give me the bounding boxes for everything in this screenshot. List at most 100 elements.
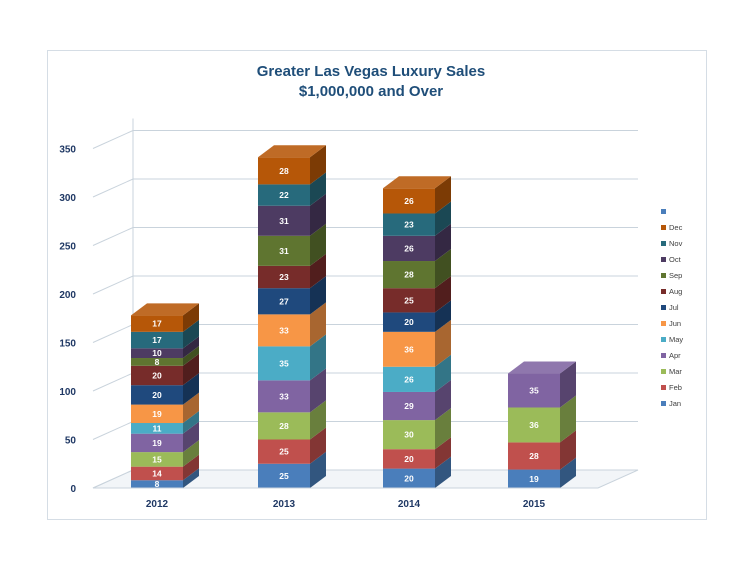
bar-segment-side <box>560 395 576 443</box>
data-label: 23 <box>279 272 289 282</box>
legend-item-jul: Jul <box>661 303 679 312</box>
data-label: 26 <box>404 196 414 206</box>
bar-segment-side <box>435 276 451 313</box>
gridline <box>92 275 638 295</box>
data-label: 11 <box>153 423 162 433</box>
data-label: 29 <box>404 401 414 411</box>
bar-segment-mar <box>508 407 560 443</box>
gridline <box>92 227 638 246</box>
bar-segment-jun <box>131 404 183 424</box>
bar-segment-nov <box>383 213 435 236</box>
bar-segment-side <box>183 353 199 386</box>
bar-segment-side <box>435 223 451 262</box>
data-label: 28 <box>279 421 289 431</box>
data-label: 17 <box>152 335 162 345</box>
data-label: 30 <box>404 430 414 440</box>
bar-segment-oct <box>131 348 183 359</box>
bar-segment-side <box>183 421 199 453</box>
y-tick-label: 50 <box>65 436 77 447</box>
bar-segment-aug <box>383 288 435 313</box>
legend-label: Oct <box>669 255 682 264</box>
legend-label: Feb <box>669 383 682 392</box>
legend-label: Dec <box>669 223 683 232</box>
data-label: 25 <box>279 447 289 457</box>
bar-segment-dec <box>131 315 183 332</box>
x-tick-label: 2015 <box>523 499 546 510</box>
bar-segment-side <box>183 346 199 366</box>
data-label: 33 <box>279 325 289 335</box>
legend-label: Jan <box>669 399 681 408</box>
legend-swatch <box>661 273 666 278</box>
bar-segment-mar <box>131 452 183 467</box>
legend-label: Aug <box>669 287 682 296</box>
bar-segment-jul <box>383 312 435 332</box>
bar-segment-jan <box>131 480 183 488</box>
data-label: 31 <box>279 216 289 226</box>
data-label: 25 <box>404 295 414 305</box>
gridline <box>92 130 638 149</box>
bar-segment-nov <box>131 331 183 349</box>
gridline <box>92 178 638 198</box>
data-label: 10 <box>152 348 162 358</box>
bar-segment-jun <box>258 314 310 347</box>
bar-segment-dec <box>383 188 435 214</box>
data-label: 31 <box>279 246 289 256</box>
data-label: 8 <box>155 357 160 367</box>
x-tick-label: 2013 <box>273 499 296 510</box>
legend-item-dec: Dec <box>661 223 683 232</box>
data-label: 20 <box>404 473 414 483</box>
bar-segment-side <box>310 193 326 236</box>
chart-frame: Greater Las Vegas Luxury Sales $1,000,00… <box>47 50 707 520</box>
legend-label: Jun <box>669 319 681 328</box>
data-label: 36 <box>529 420 539 430</box>
bar-segment-side <box>435 456 451 488</box>
legend: Dec Nov Oct Sep Aug Jul Jun May Apr Mar Feb Jan <box>661 209 683 408</box>
bar-segment-side <box>310 368 326 413</box>
bar-segment-side <box>183 373 199 405</box>
data-label: 20 <box>152 390 162 400</box>
data-label: 19 <box>152 409 162 419</box>
bar-segment-side <box>310 276 326 315</box>
bar-segment-jan <box>383 468 435 488</box>
y-axis-line <box>92 118 134 489</box>
legend-label: Mar <box>669 367 682 376</box>
x-axis: 2012 2013 2014 2015 <box>93 487 598 510</box>
bar-segment-side <box>435 379 451 421</box>
bar-segment-side <box>435 437 451 469</box>
legend-swatch <box>661 337 666 342</box>
data-label: 19 <box>529 474 539 484</box>
bar-top-face <box>383 176 451 189</box>
bar-segment-jan <box>258 463 310 488</box>
data-label: 26 <box>404 374 414 384</box>
data-label: 36 <box>404 344 414 354</box>
legend-swatch <box>661 401 666 406</box>
data-label: 25 <box>279 471 289 481</box>
legend-swatch <box>661 289 666 294</box>
y-tick-label: 150 <box>59 339 76 350</box>
bar-segment-apr <box>131 433 183 453</box>
bar-segment-mar <box>383 420 435 450</box>
data-label: 28 <box>529 451 539 461</box>
bar-segment-apr <box>383 391 435 421</box>
bar-top-face <box>508 361 576 374</box>
bar-segment-side <box>560 430 576 470</box>
legend-item-apr: Apr <box>661 351 681 360</box>
bar-segment-jun <box>383 331 435 367</box>
bar-segment-sep <box>131 358 183 366</box>
data-label: 35 <box>279 358 289 368</box>
y-tick-label: 100 <box>59 387 76 398</box>
legend-item-jun: Jun <box>661 319 681 328</box>
bar-segment-aug <box>131 365 183 386</box>
data-label: 33 <box>279 391 289 401</box>
data-label: 20 <box>404 454 414 464</box>
bar-segment-sep <box>383 261 435 289</box>
bar-segment-side <box>435 201 451 236</box>
bar-segment-side <box>435 319 451 367</box>
legend-swatch <box>661 369 666 374</box>
data-label: 14 <box>152 468 162 478</box>
bar-segment-jul <box>258 288 310 315</box>
bar-segment-oct <box>383 235 435 262</box>
bar-segment-side <box>560 457 576 488</box>
bar-segment-side <box>183 303 199 332</box>
y-tick-label: 250 <box>59 242 76 253</box>
